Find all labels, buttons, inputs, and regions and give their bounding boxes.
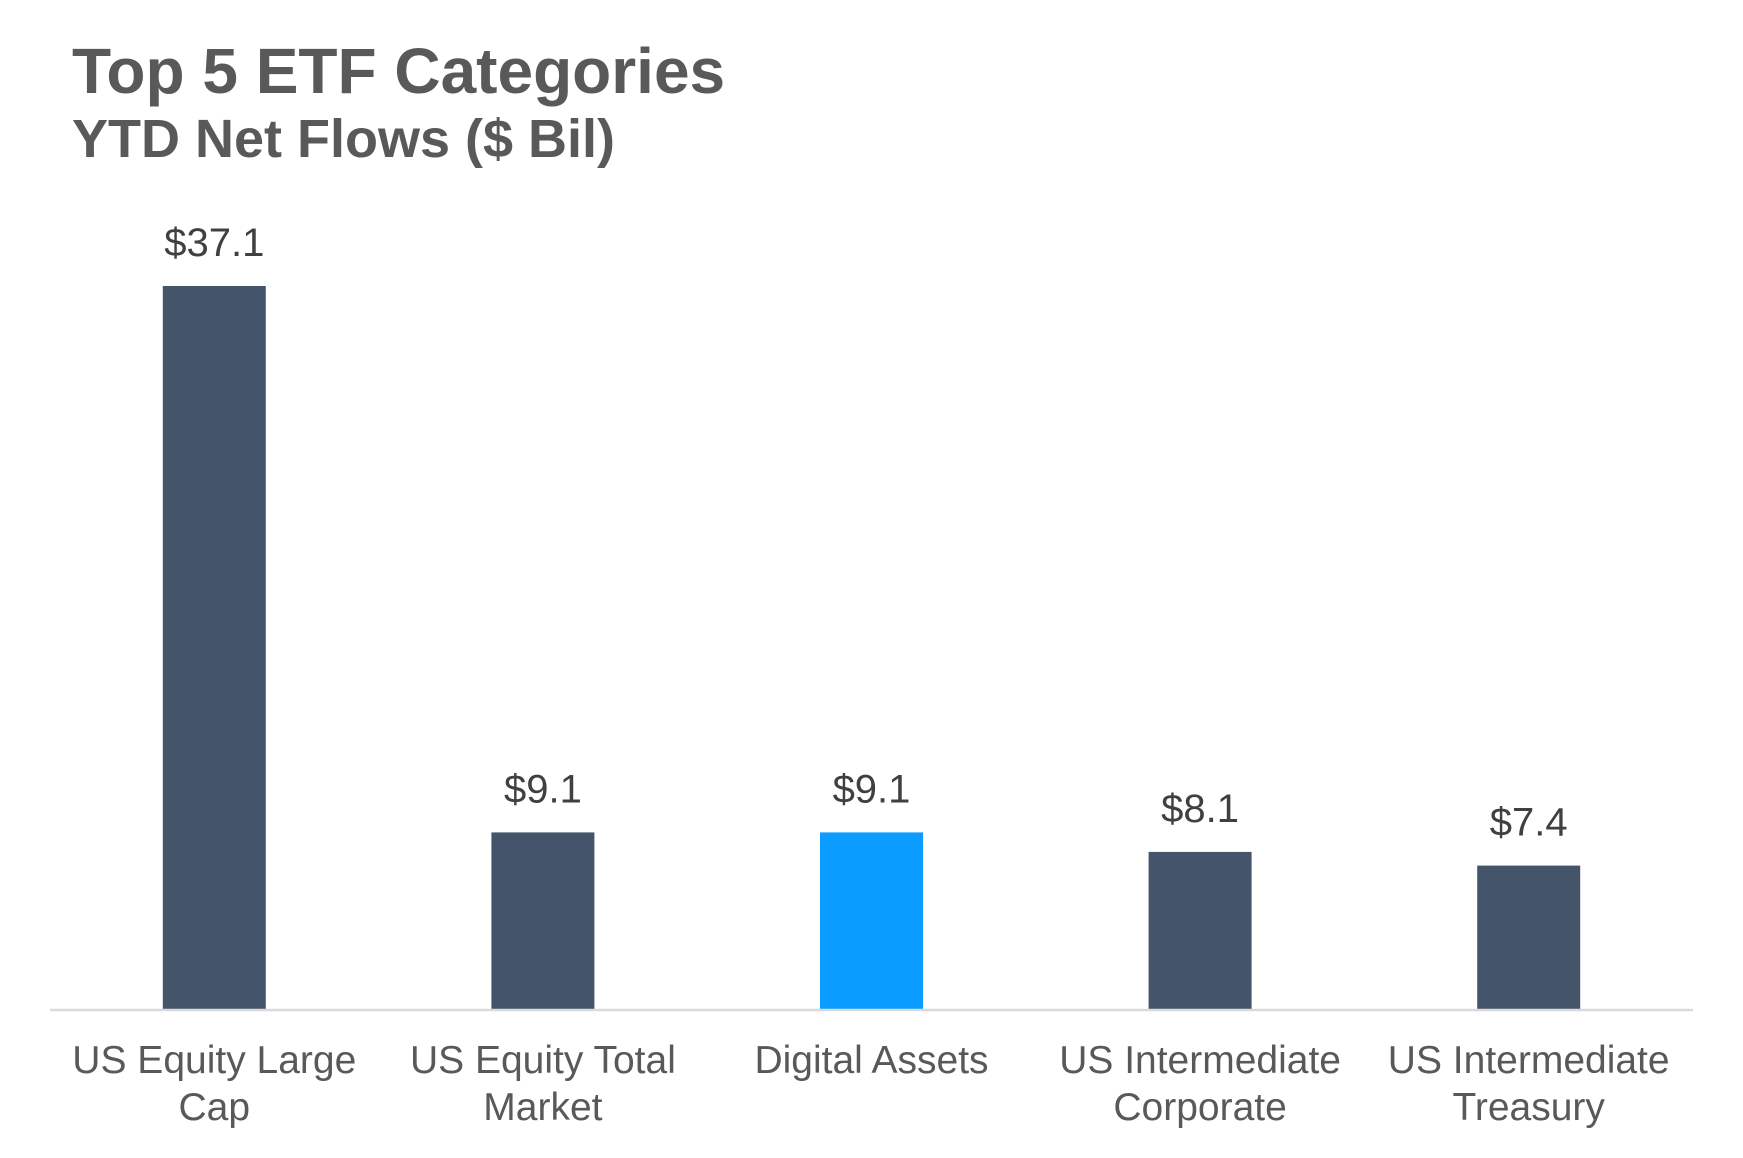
value-label-3: $9.1 [833, 767, 911, 811]
category-label-5: US Intermediate Treasury [1388, 1039, 1670, 1129]
bar-4 [1148, 851, 1252, 1010]
category-label-3: Digital Assets [754, 1039, 988, 1082]
chart-subtitle: YTD Net Flows ($ Bil) [72, 109, 616, 169]
bar-3 [820, 832, 923, 1010]
bars-layer [162, 286, 1581, 1010]
category-label-4-line-1: US Intermediate [1059, 1039, 1341, 1082]
category-labels-layer: US Equity Large Cap US Equity Total Market D… [72, 1039, 1669, 1129]
category-label-5-line-1: US Intermediate [1388, 1039, 1670, 1082]
category-label-1: US Equity Large Cap [72, 1039, 356, 1129]
category-label-1-line-2: Cap [179, 1086, 251, 1129]
value-label-2: $9.1 [504, 767, 582, 811]
bar-2 [491, 832, 595, 1010]
value-label-4: $8.1 [1161, 787, 1239, 831]
category-label-4: US Intermediate Corporate [1059, 1039, 1341, 1129]
bar-5 [1477, 865, 1581, 1010]
bar-1 [162, 286, 266, 1010]
category-label-2-line-2: Market [483, 1086, 602, 1129]
value-label-5: $7.4 [1490, 801, 1568, 845]
category-label-2-line-1: US Equity Total [410, 1039, 676, 1082]
category-label-4-line-2: Corporate [1113, 1086, 1286, 1129]
category-label-1-line-1: US Equity Large [72, 1039, 356, 1082]
category-label-2: US Equity Total Market [410, 1039, 676, 1129]
category-label-5-line-2: Treasury [1452, 1086, 1605, 1129]
chart-title: Top 5 ETF Categories [72, 35, 726, 107]
value-labels-layer: $37.1 $9.1 $9.1 $8.1 $7.4 [164, 221, 1567, 845]
category-label-3-line-1: Digital Assets [754, 1039, 988, 1082]
value-label-1: $37.1 [164, 221, 264, 265]
